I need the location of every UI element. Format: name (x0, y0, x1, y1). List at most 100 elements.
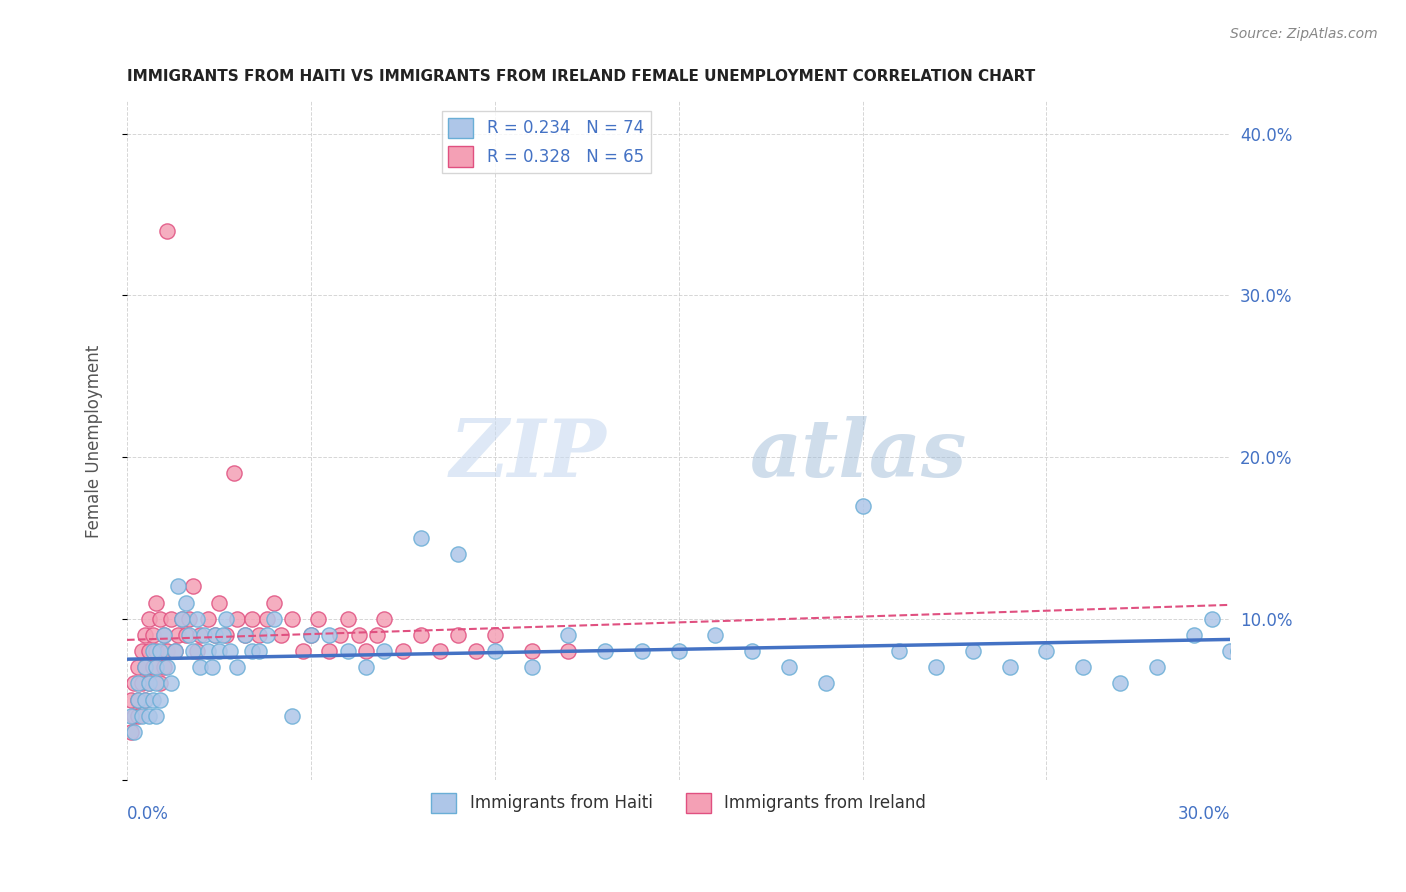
Point (174, 628, 197, 642)
Point (122, 725, 145, 739)
Point (299, 628, 322, 642)
Point (127, 708, 149, 723)
Point (127, 660, 149, 674)
Point (668, 644, 690, 658)
Point (484, 644, 506, 658)
Point (181, 579, 204, 593)
Point (222, 467, 245, 481)
Point (292, 644, 315, 658)
Point (256, 612, 278, 626)
Legend: Immigrants from Haiti, Immigrants from Ireland: Immigrants from Haiti, Immigrants from I… (425, 786, 932, 820)
Point (484, 628, 506, 642)
Point (138, 676, 160, 690)
Point (281, 708, 304, 723)
Point (318, 628, 340, 642)
Point (366, 628, 388, 642)
Point (190, 628, 212, 642)
Point (247, 628, 270, 642)
Point (814, 676, 837, 690)
Point (1109, 676, 1132, 690)
Point (138, 676, 160, 690)
Point (138, 612, 160, 626)
Point (354, 644, 377, 658)
Point (156, 660, 179, 674)
Point (233, 628, 256, 642)
Point (925, 660, 948, 674)
Point (172, 612, 194, 626)
Point (131, 676, 153, 690)
Point (373, 644, 395, 658)
Point (200, 660, 222, 674)
Point (233, 628, 256, 642)
Text: atlas: atlas (751, 416, 967, 493)
Point (465, 644, 488, 658)
Point (174, 596, 197, 610)
Point (163, 644, 186, 658)
Point (215, 628, 238, 642)
Point (149, 692, 172, 706)
Point (336, 644, 359, 658)
Point (256, 628, 278, 642)
Point (1219, 644, 1241, 658)
Point (1201, 612, 1223, 626)
Point (998, 660, 1021, 674)
Point (160, 676, 183, 690)
Point (138, 644, 160, 658)
Point (447, 547, 470, 561)
Point (429, 644, 451, 658)
Point (1146, 660, 1168, 674)
Point (160, 612, 183, 626)
Point (145, 596, 167, 610)
Y-axis label: Female Unemployment: Female Unemployment (86, 344, 103, 538)
Point (167, 579, 190, 593)
Point (127, 692, 149, 706)
Point (197, 612, 219, 626)
Point (204, 628, 226, 642)
Point (336, 612, 359, 626)
Point (411, 531, 433, 545)
Point (131, 708, 153, 723)
Point (741, 644, 763, 658)
Text: Source: ZipAtlas.com: Source: ZipAtlas.com (1230, 27, 1378, 41)
Point (1226, 644, 1249, 658)
Point (149, 644, 172, 658)
Point (557, 644, 579, 658)
Point (181, 644, 204, 658)
Point (138, 708, 160, 723)
Point (219, 644, 242, 658)
Point (240, 612, 263, 626)
Point (347, 628, 370, 642)
Point (263, 612, 285, 626)
Point (962, 644, 984, 658)
Point (186, 644, 208, 658)
Point (208, 644, 231, 658)
Text: ZIP: ZIP (450, 416, 607, 493)
Point (307, 612, 329, 626)
Text: 0.0%: 0.0% (127, 805, 169, 823)
Point (134, 692, 156, 706)
Point (142, 644, 165, 658)
Point (520, 660, 543, 674)
Point (631, 644, 654, 658)
Point (186, 612, 208, 626)
Point (1182, 628, 1205, 642)
Point (211, 628, 233, 642)
Point (127, 692, 149, 706)
Point (179, 628, 201, 642)
Point (263, 596, 285, 610)
Point (156, 224, 179, 238)
Point (411, 628, 433, 642)
Point (226, 612, 249, 626)
Point (281, 612, 304, 626)
Point (149, 676, 172, 690)
Point (270, 628, 292, 642)
Point (226, 660, 249, 674)
Point (190, 660, 212, 674)
Point (447, 628, 470, 642)
Point (163, 644, 186, 658)
Point (215, 612, 238, 626)
Point (704, 628, 727, 642)
Point (142, 628, 165, 642)
Point (889, 644, 911, 658)
Point (142, 660, 165, 674)
